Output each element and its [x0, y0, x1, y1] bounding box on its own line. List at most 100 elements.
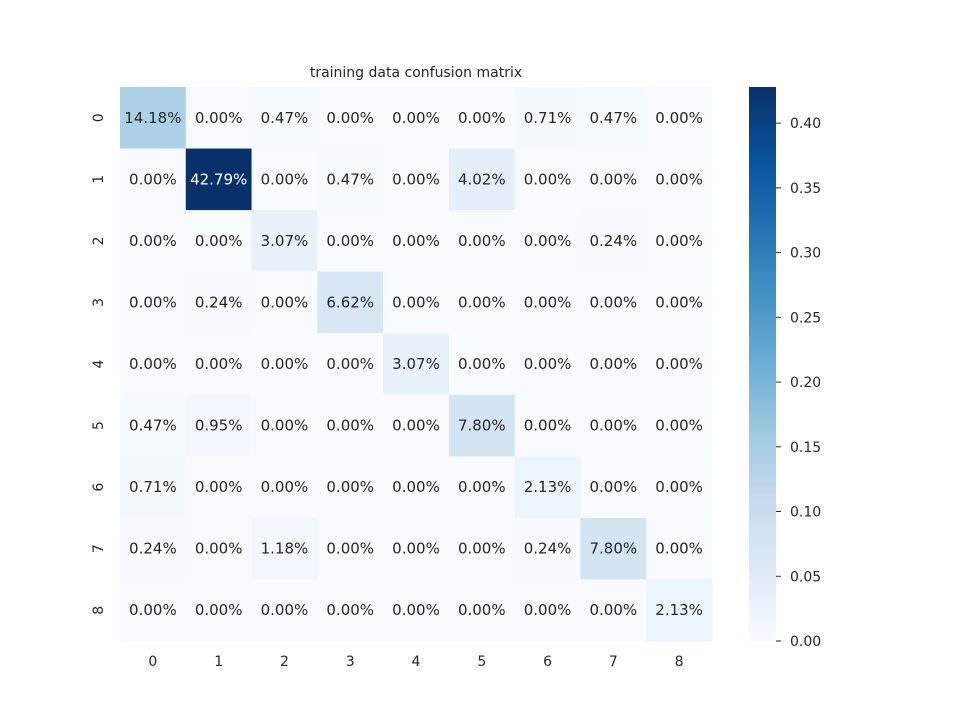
- heatmap-cell-8-8: [646, 579, 713, 642]
- heatmap-cell-1-8: [646, 148, 713, 211]
- cell-label-0-0: 14.18%: [124, 109, 181, 127]
- cell-label-8-8: 2.13%: [655, 601, 703, 619]
- heatmap-cell-2-0: [120, 210, 187, 273]
- cell-label-0-8: 0.00%: [655, 109, 703, 127]
- colorbar-tick-label-3: 0.15: [790, 440, 821, 456]
- heatmap-cell-5-7: [580, 394, 647, 457]
- y-tick-label-6: 6: [91, 483, 107, 492]
- cell-label-4-7: 0.00%: [590, 355, 638, 373]
- cell-label-2-1: 0.00%: [195, 232, 243, 250]
- cell-label-5-0: 0.47%: [129, 417, 177, 435]
- cell-label-7-3: 0.00%: [326, 540, 374, 558]
- y-tick-label-1: 1: [91, 175, 107, 184]
- cell-label-0-1: 0.00%: [195, 109, 243, 127]
- heatmap-cell-1-2: [251, 148, 318, 211]
- heatmap-cell-1-6: [514, 148, 581, 211]
- cell-label-2-2: 3.07%: [261, 232, 309, 250]
- y-tick-label-4: 4: [91, 359, 107, 368]
- heatmap-cell-7-7: [580, 517, 647, 580]
- heatmap-cell-0-5: [448, 87, 516, 150]
- x-tick-label-2: 2: [280, 654, 289, 670]
- cell-label-0-7: 0.47%: [590, 109, 638, 127]
- cell-label-0-5: 0.00%: [458, 109, 506, 127]
- heatmap-cell-1-1: [185, 148, 253, 211]
- cell-label-6-6: 2.13%: [524, 478, 572, 496]
- x-tick-label-7: 7: [609, 654, 618, 670]
- cell-label-7-6: 0.24%: [524, 540, 572, 558]
- heatmap-cell-7-6: [514, 517, 581, 580]
- cell-label-2-0: 0.00%: [129, 232, 177, 250]
- heatmap-cell-2-1: [185, 210, 253, 273]
- y-tick-label-0: 0: [91, 113, 107, 122]
- cell-label-0-6: 0.71%: [524, 109, 572, 127]
- cell-label-6-1: 0.00%: [195, 478, 243, 496]
- heatmap-cell-8-5: [448, 579, 516, 642]
- x-axis-ticks: 0 1 2 3 4 5 6 7 8: [148, 654, 683, 670]
- cell-label-5-5: 7.80%: [458, 417, 506, 435]
- cell-label-7-0: 0.24%: [129, 540, 177, 558]
- colorbar-tick-label-2: 0.10: [790, 505, 821, 521]
- cell-label-0-3: 0.00%: [326, 109, 374, 127]
- cell-label-4-8: 0.00%: [655, 355, 703, 373]
- cell-label-6-5: 0.00%: [458, 478, 506, 496]
- colorbar-tick-label-5: 0.25: [790, 310, 821, 326]
- cell-label-8-2: 0.00%: [261, 601, 309, 619]
- heatmap-cell-7-1: [185, 517, 253, 580]
- heatmap-cell-0-4: [383, 87, 450, 150]
- heatmap-cell-5-6: [514, 394, 581, 457]
- cell-label-4-3: 0.00%: [326, 355, 374, 373]
- cell-label-1-3: 0.47%: [326, 170, 374, 188]
- y-tick-label-7: 7: [91, 544, 107, 553]
- cell-label-3-7: 0.00%: [590, 293, 638, 311]
- cell-label-1-4: 0.00%: [392, 170, 440, 188]
- heatmap-cell-3-1: [185, 271, 253, 334]
- cell-label-2-4: 0.00%: [392, 232, 440, 250]
- cell-label-1-1: 42.79%: [190, 170, 247, 188]
- heatmap-cell-7-2: [251, 517, 318, 580]
- cell-label-6-3: 0.00%: [326, 478, 374, 496]
- heatmap-cell-3-0: [120, 271, 187, 334]
- heatmap-cell-7-0: [120, 517, 187, 580]
- cell-label-1-7: 0.00%: [590, 170, 638, 188]
- heatmap-cell-5-1: [185, 394, 253, 457]
- heatmap-cell-1-7: [580, 148, 647, 211]
- heatmap-cell-8-6: [514, 579, 581, 642]
- heatmap-cell-4-8: [646, 333, 713, 396]
- heatmap-cell-6-3: [317, 456, 384, 519]
- cell-label-8-3: 0.00%: [326, 601, 374, 619]
- heatmap-cell-0-1: [185, 87, 253, 150]
- x-tick-label-5: 5: [477, 654, 486, 670]
- heatmap-cell-8-1: [185, 579, 253, 642]
- heatmap-cell-4-6: [514, 333, 581, 396]
- x-tick-label-1: 1: [214, 654, 223, 670]
- heatmap-cells: 14.18% 0.00% 0.47% 0.00% 0.00% 0.00% 0.71% 0.47…: [120, 87, 713, 642]
- heatmap-cell-4-0: [120, 333, 187, 396]
- heatmap-cell-2-6: [514, 210, 581, 273]
- heatmap-cell-1-3: [317, 148, 384, 211]
- heatmap-cell-6-6: [514, 456, 581, 519]
- colorbar-tick-label-6: 0.30: [790, 246, 821, 262]
- cell-label-7-5: 0.00%: [458, 540, 506, 558]
- heatmap-cell-0-3: [317, 87, 384, 150]
- colorbar-ticks: 0.00 0.05 0.10 0.15 0.20 0.25 0.30 0.35 0.40: [776, 116, 821, 650]
- cell-label-6-2: 0.00%: [261, 478, 309, 496]
- heatmap-cell-3-6: [514, 271, 581, 334]
- heatmap-cell-4-1: [185, 333, 253, 396]
- cell-label-7-7: 7.80%: [590, 540, 638, 558]
- heatmap-cell-4-3: [317, 333, 384, 396]
- cell-label-6-8: 0.00%: [655, 478, 703, 496]
- cell-label-7-1: 0.00%: [195, 540, 243, 558]
- heatmap-cell-6-4: [383, 456, 450, 519]
- heatmap-cell-8-4: [383, 579, 450, 642]
- heatmap-cell-2-5: [448, 210, 516, 273]
- heatmap-cell-4-4: [383, 333, 450, 396]
- heatmap-cell-2-8: [646, 210, 713, 273]
- colorbar: 0.00 0.05 0.10 0.15 0.20 0.25 0.30 0.35 0.40: [749, 87, 821, 650]
- cell-label-0-4: 0.00%: [392, 109, 440, 127]
- heatmap-cell-3-7: [580, 271, 647, 334]
- cell-label-2-6: 0.00%: [524, 232, 572, 250]
- heatmap-cell-5-4: [383, 394, 450, 457]
- cell-label-8-5: 0.00%: [458, 601, 506, 619]
- cell-label-7-4: 0.00%: [392, 540, 440, 558]
